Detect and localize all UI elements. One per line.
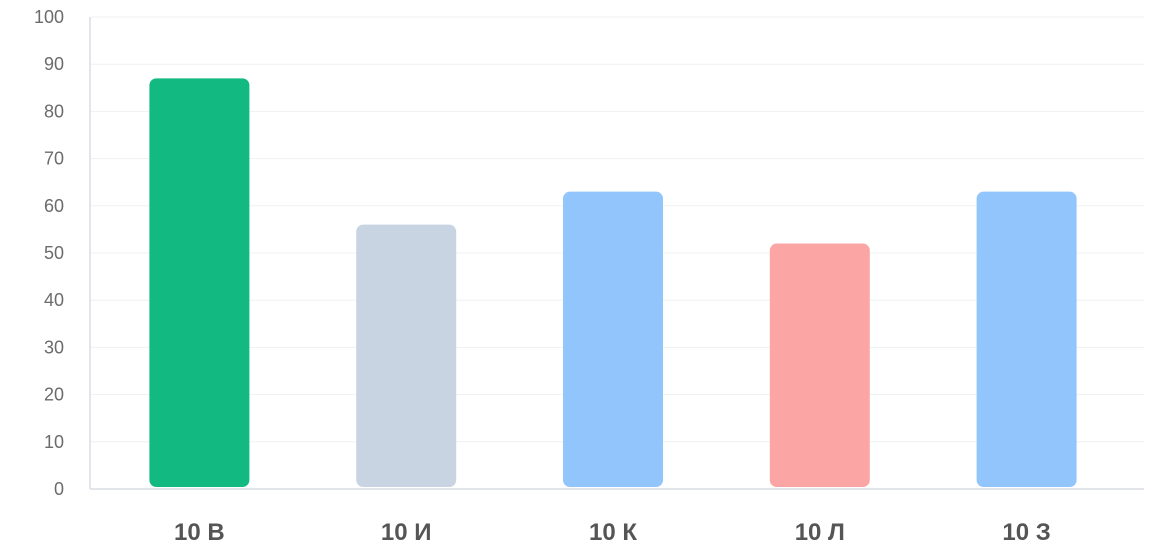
y-tick-label: 70 (44, 149, 64, 169)
bar (149, 78, 250, 488)
bars (149, 78, 1077, 488)
bar (976, 191, 1077, 487)
axes (89, 17, 1144, 490)
y-tick-label: 0 (54, 479, 64, 499)
x-axis-ticks: 10 В 10 И 10 К 10 Л 10 З (174, 519, 1051, 546)
x-tick-label: 10 З (1002, 519, 1050, 546)
bar (563, 191, 663, 487)
bar (769, 243, 870, 487)
y-tick-label: 20 (44, 385, 64, 405)
y-tick-label: 100 (34, 7, 64, 27)
y-axis-ticks: 0 10 20 30 40 50 60 70 80 90 100 (34, 7, 64, 499)
x-tick-label: 10 К (589, 519, 637, 546)
y-tick-label: 80 (44, 101, 64, 121)
y-tick-label: 10 (44, 432, 64, 452)
x-tick-label: 10 В (174, 519, 225, 546)
x-tick-label: 10 И (381, 519, 432, 546)
x-tick-label: 10 Л (795, 519, 845, 546)
y-tick-label: 90 (44, 54, 64, 74)
y-tick-label: 60 (44, 196, 64, 216)
y-tick-label: 30 (44, 337, 64, 357)
bar (356, 224, 457, 487)
y-tick-label: 50 (44, 243, 64, 263)
y-tick-label: 40 (44, 290, 64, 310)
